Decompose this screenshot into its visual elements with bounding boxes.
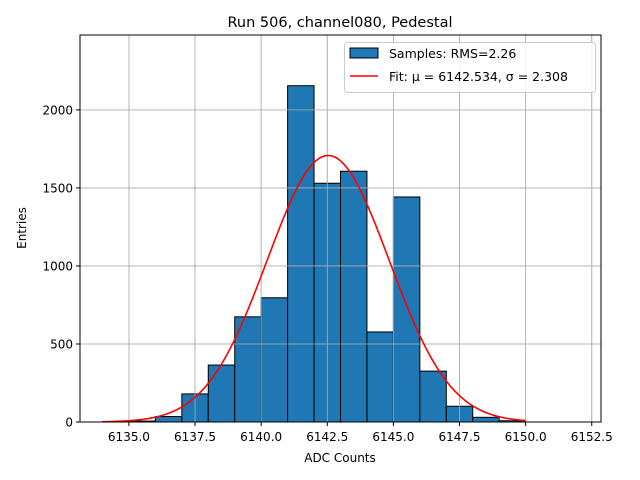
- histogram-bar: [366, 331, 394, 423]
- x-tick-label: 6145.0: [372, 430, 414, 444]
- x-axis-label: ADC Counts: [304, 451, 376, 465]
- histogram-bar: [340, 170, 368, 423]
- histogram-bar: [260, 297, 289, 423]
- legend-hist-swatch: [349, 47, 379, 59]
- histogram-bar: [154, 416, 183, 423]
- histogram-bar: [287, 85, 315, 423]
- histogram-bar: [207, 364, 236, 423]
- x-tick-label: 6142.5: [306, 430, 348, 444]
- x-tick-label: 6147.5: [439, 430, 481, 444]
- histogram-bars: [80, 35, 601, 423]
- plot-frame: [79, 34, 602, 423]
- y-tick-label: 2000: [42, 103, 73, 117]
- y-tick-label: 1500: [42, 181, 73, 195]
- y-axis-ticks: 0 500 1000 1500 2000: [42, 103, 80, 430]
- y-tick-label: 500: [50, 337, 73, 351]
- legend-hist-label: Samples: RMS=2.26: [389, 46, 516, 61]
- legend: Samples: RMS=2.26 Fit: μ = 6142.534, σ =…: [344, 42, 596, 93]
- histogram-bar: [472, 416, 500, 423]
- x-tick-label: 6135.0: [108, 430, 150, 444]
- x-tick-label: 6152.5: [571, 430, 613, 444]
- chart-title: Run 506, channel080, Pedestal: [227, 15, 452, 31]
- y-axis-label: Entries: [15, 207, 29, 249]
- legend-fit-label: Fit: μ = 6142.534, σ = 2.308: [389, 69, 568, 84]
- y-tick-label: 1000: [42, 259, 73, 273]
- x-axis-ticks: 6135.0 6137.5 6140.0 6142.5 6145.0 6147.5 6150…: [108, 422, 613, 444]
- legend-box: [344, 42, 596, 93]
- histogram-bar: [419, 370, 447, 423]
- histogram-bar: [392, 196, 421, 423]
- y-tick-label: 0: [65, 416, 73, 430]
- x-tick-label: 6140.0: [240, 430, 282, 444]
- x-tick-label: 6150.0: [505, 430, 547, 444]
- x-tick-label: 6137.5: [174, 430, 216, 444]
- fit-curve: [102, 154, 526, 423]
